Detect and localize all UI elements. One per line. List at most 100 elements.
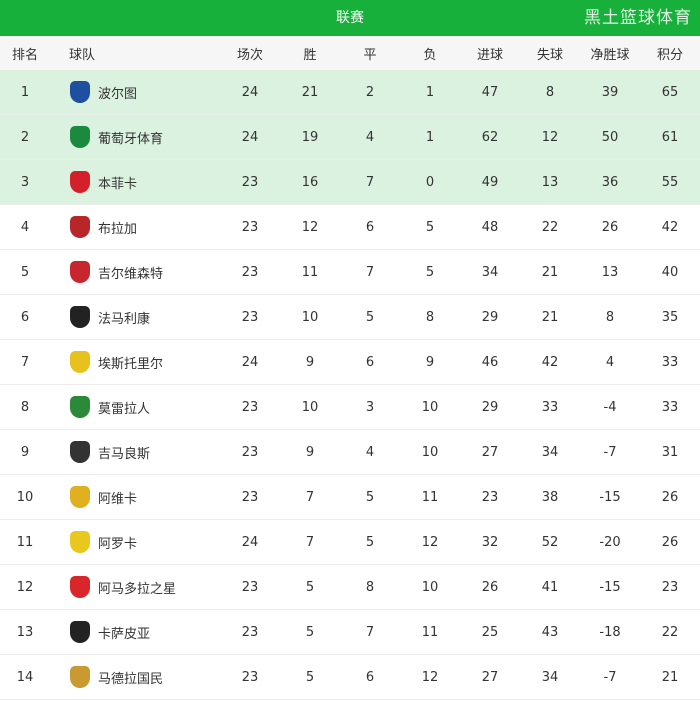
points: 40: [661, 264, 679, 280]
drawn: 6: [365, 669, 375, 685]
lost: 10: [421, 579, 439, 595]
lost: 12: [421, 669, 439, 685]
goals-for: 26: [481, 579, 499, 595]
drawn: 7: [365, 264, 375, 280]
team-logo-icon: [70, 351, 90, 373]
team-logo-icon: [70, 216, 90, 238]
team-name[interactable]: 吉马良斯: [98, 446, 151, 462]
goals-for: 46: [481, 354, 499, 370]
points: 23: [661, 579, 679, 595]
goals-against: 52: [541, 534, 559, 550]
table-row[interactable]: 7 埃斯托里尔 24 9 6 9 46 42 4 33: [0, 340, 700, 385]
team-name[interactable]: 吉尔维森特: [98, 266, 164, 282]
rank: 7: [20, 354, 30, 370]
table-row[interactable]: 1 波尔图 24 21 2 1 47 8 39 65: [0, 70, 700, 115]
won: 7: [305, 489, 315, 505]
team-name[interactable]: 葡萄牙体育: [98, 131, 164, 147]
table-row[interactable]: 2 葡萄牙体育 24 19 4 1 62 12 50 61: [0, 115, 700, 160]
standings-body: 1 波尔图 24 21 2 1 47 8 39 65 2 葡萄牙体育 24 19 4 1 62 12 50 61…: [0, 70, 700, 700]
team-name[interactable]: 阿罗卡: [98, 536, 138, 552]
lost: 5: [425, 219, 435, 235]
lost: 10: [421, 444, 439, 460]
goals-against: 33: [541, 399, 559, 415]
rank: 2: [20, 129, 30, 145]
table-row[interactable]: 6 法马利康 23 10 5 8 29 21 8 35: [0, 295, 700, 340]
drawn: 6: [365, 219, 375, 235]
points: 42: [661, 219, 679, 235]
goal-diff: 4: [605, 354, 615, 370]
team-name[interactable]: 布拉加: [98, 221, 138, 237]
goals-against: 38: [541, 489, 559, 505]
lost: 8: [425, 309, 435, 325]
team-logo-icon: [70, 576, 90, 598]
goal-diff: -15: [599, 489, 621, 505]
won: 10: [301, 399, 319, 415]
goal-diff: -7: [603, 669, 617, 685]
team-logo-icon: [70, 531, 90, 553]
drawn: 5: [365, 534, 375, 550]
table-row[interactable]: 13 卡萨皮亚 23 5 7 11 25 43 -18 22: [0, 610, 700, 655]
points: 26: [661, 489, 679, 505]
table-row[interactable]: 11 阿罗卡 24 7 5 12 32 52 -20 26: [0, 520, 700, 565]
table-row[interactable]: 10 阿维卡 23 7 5 11 23 38 -15 26: [0, 475, 700, 520]
rank: 11: [16, 534, 34, 550]
team-name[interactable]: 埃斯托里尔: [98, 356, 164, 372]
table-row[interactable]: 12 阿马多拉之星 23 5 8 10 26 41 -15 23: [0, 565, 700, 610]
header-goals-for: 进球: [476, 47, 503, 63]
lost: 5: [425, 264, 435, 280]
team-name[interactable]: 莫雷拉人: [98, 401, 151, 417]
played: 24: [241, 84, 259, 100]
drawn: 2: [365, 84, 375, 100]
team-name[interactable]: 波尔图: [98, 86, 138, 102]
table-row[interactable]: 9 吉马良斯 23 9 4 10 27 34 -7 31: [0, 430, 700, 475]
played: 23: [241, 219, 259, 235]
points: 35: [661, 309, 679, 325]
rank: 3: [20, 174, 30, 190]
goals-against: 21: [541, 309, 559, 325]
table-row[interactable]: 8 莫雷拉人 23 10 3 10 29 33 -4 33: [0, 385, 700, 430]
goals-for: 29: [481, 309, 499, 325]
played: 23: [241, 669, 259, 685]
team-name[interactable]: 阿马多拉之星: [98, 581, 177, 597]
goals-against: 43: [541, 624, 559, 640]
team-name[interactable]: 卡萨皮亚: [98, 626, 151, 642]
lost: 9: [425, 354, 435, 370]
table-row[interactable]: 4 布拉加 23 12 6 5 48 22 26 42: [0, 205, 700, 250]
team-name[interactable]: 阿维卡: [98, 491, 138, 507]
goal-diff: -20: [599, 534, 621, 550]
drawn: 3: [365, 399, 375, 415]
team-name[interactable]: 本菲卡: [98, 176, 138, 192]
won: 9: [305, 444, 315, 460]
team-name[interactable]: 马德拉国民: [98, 671, 164, 687]
goals-against: 41: [541, 579, 559, 595]
drawn: 4: [365, 444, 375, 460]
won: 12: [301, 219, 319, 235]
lost: 12: [421, 534, 439, 550]
drawn: 7: [365, 174, 375, 190]
table-row[interactable]: 3 本菲卡 23 16 7 0 49 13 36 55: [0, 160, 700, 205]
goals-for: 34: [481, 264, 499, 280]
table-row[interactable]: 5 吉尔维森特 23 11 7 5 34 21 13 40: [0, 250, 700, 295]
goals-against: 21: [541, 264, 559, 280]
rank: 8: [20, 399, 30, 415]
played: 23: [241, 399, 259, 415]
played: 23: [241, 489, 259, 505]
drawn: 8: [365, 579, 375, 595]
header-points: 积分: [656, 47, 683, 63]
goal-diff: -18: [599, 624, 621, 640]
header-team: 球队: [69, 47, 96, 63]
played: 23: [241, 174, 259, 190]
team-logo-icon: [70, 126, 90, 148]
team-name[interactable]: 法马利康: [98, 311, 151, 327]
rank: 10: [16, 489, 34, 505]
lost: 10: [421, 399, 439, 415]
lost: 11: [421, 489, 439, 505]
won: 7: [305, 534, 315, 550]
table-row[interactable]: 14 马德拉国民 23 5 6 12 27 34 -7 21: [0, 655, 700, 700]
goals-against: 34: [541, 444, 559, 460]
rank: 4: [20, 219, 30, 235]
played: 23: [241, 264, 259, 280]
goal-diff: -15: [599, 579, 621, 595]
team-logo-icon: [70, 306, 90, 328]
goals-for: 25: [481, 624, 499, 640]
